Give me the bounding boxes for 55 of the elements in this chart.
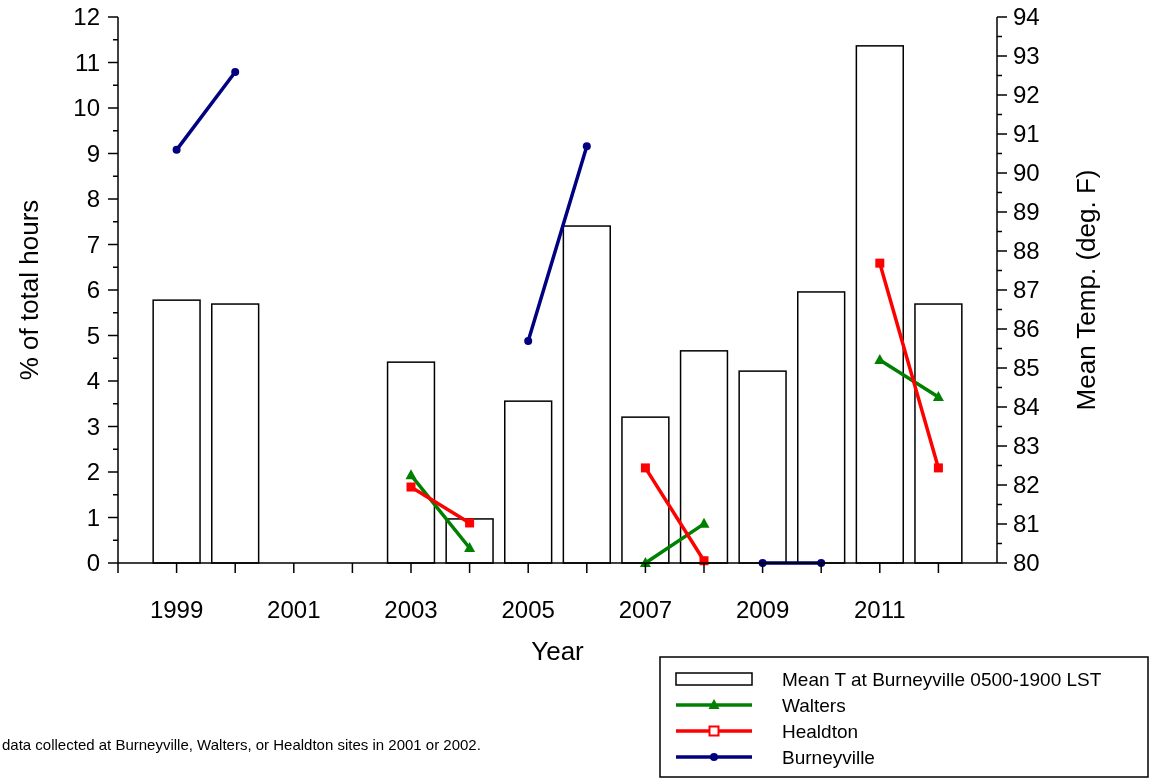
y2-tick-label: 87 xyxy=(1013,276,1040,303)
point xyxy=(582,142,591,151)
y-tick-label: 8 xyxy=(86,185,100,212)
point xyxy=(405,469,417,480)
point xyxy=(465,518,475,528)
y2-tick-label: 94 xyxy=(1013,3,1040,30)
y-tick-label: 7 xyxy=(86,230,100,258)
y2-axis-title: Mean Temp. (deg. F) xyxy=(1071,169,1101,411)
y2-tick-label: 90 xyxy=(1013,159,1040,186)
y-axis-title: % of total hours xyxy=(14,199,44,381)
text: data collected at Burneyville, Walters, or Healdton sites in 2001 or 2002. xyxy=(2,736,481,753)
point xyxy=(464,541,476,552)
y2-tick-label: 84 xyxy=(1013,393,1040,420)
x-tick-label: 2007 xyxy=(618,596,673,623)
y2-tick-label: 81 xyxy=(1013,510,1040,537)
point xyxy=(406,482,416,492)
y-tick-label: 3 xyxy=(86,412,100,440)
point xyxy=(932,390,944,401)
x-tick-label: 2011 xyxy=(854,596,906,623)
x-tick-label: 2009 xyxy=(735,596,790,623)
point xyxy=(172,145,181,154)
y-tick-label: 6 xyxy=(86,276,100,303)
point xyxy=(231,68,240,77)
y2-tick-label: 89 xyxy=(1013,198,1040,225)
y2-tick-label: 86 xyxy=(1013,315,1040,342)
y-tick-label: 11 xyxy=(75,48,100,76)
y-tick-label: 10 xyxy=(73,94,100,121)
legend-label: Walters xyxy=(782,695,846,716)
y-tick-label: 12 xyxy=(73,3,100,30)
y2-tick-label: 93 xyxy=(1013,42,1040,69)
y2-tick-label: 92 xyxy=(1013,81,1040,108)
y2-tick-label: 88 xyxy=(1013,237,1040,264)
y-tick-label: 2 xyxy=(86,458,100,485)
point xyxy=(524,336,533,345)
x-tick-label: 1999 xyxy=(149,596,204,623)
x-tick-label: 2005 xyxy=(501,596,555,623)
x-tick-label: 2003 xyxy=(384,596,438,623)
y-tick-label: 1 xyxy=(86,503,100,531)
legend-label: Burneyville xyxy=(782,747,875,768)
y-tick-label: 9 xyxy=(86,139,100,167)
x-tick-label: 2001 xyxy=(267,596,321,623)
x-axis-title: Year xyxy=(531,636,585,666)
legend-label: Healdton xyxy=(782,721,859,742)
point xyxy=(933,463,943,473)
y2-tick-label: 82 xyxy=(1013,471,1040,498)
y2-tick-label: 80 xyxy=(1013,549,1040,576)
point xyxy=(640,463,650,473)
y-tick-label: 5 xyxy=(86,321,100,349)
legend-label: Mean T at Burneyville 0500-1900 LST xyxy=(782,669,1102,690)
point xyxy=(875,258,885,268)
y2-tick-label: 83 xyxy=(1013,432,1040,459)
y-tick-label: 4 xyxy=(86,367,100,394)
y2-tick-label: 85 xyxy=(1013,354,1040,381)
y2-tick-label: 91 xyxy=(1013,120,1040,147)
y-tick-label: 0 xyxy=(86,549,100,576)
